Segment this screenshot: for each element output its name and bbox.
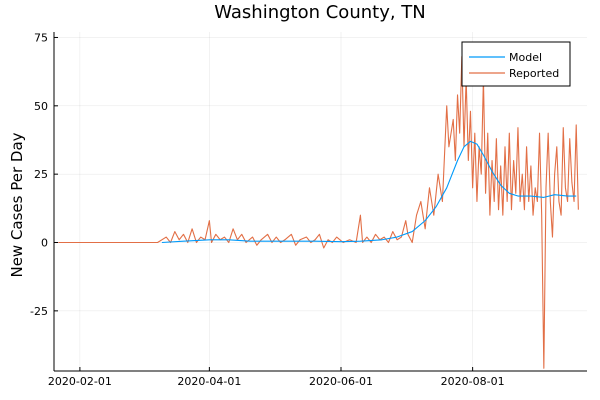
legend: Model Reported [461, 41, 571, 87]
axes [53, 32, 587, 372]
tick-labels: 2020-02-01 2020-04-01 2020-06-01 2020-08-01… [30, 31, 505, 388]
y-tick-label: 25 [34, 168, 48, 181]
series-line-reported [58, 56, 579, 369]
y-tick-label: 0 [41, 237, 48, 250]
x-tick-label: 2020-06-01 [309, 375, 373, 388]
y-axis-label: New Cases Per Day [8, 132, 26, 277]
y-tick-label: -25 [30, 305, 48, 318]
x-tick-label: 2020-08-01 [441, 375, 505, 388]
series-lines [58, 56, 579, 369]
chart-title: Washington County, TN [214, 2, 426, 23]
x-tick-label: 2020-02-01 [48, 375, 112, 388]
x-tick-label: 2020-04-01 [177, 375, 241, 388]
legend-label-model: Model [509, 51, 542, 64]
series-line-model [161, 140, 577, 244]
y-tick-label: 75 [34, 31, 48, 44]
y-tick-label: 50 [34, 100, 48, 113]
legend-box [461, 41, 571, 87]
legend-label-reported: Reported [509, 67, 559, 80]
